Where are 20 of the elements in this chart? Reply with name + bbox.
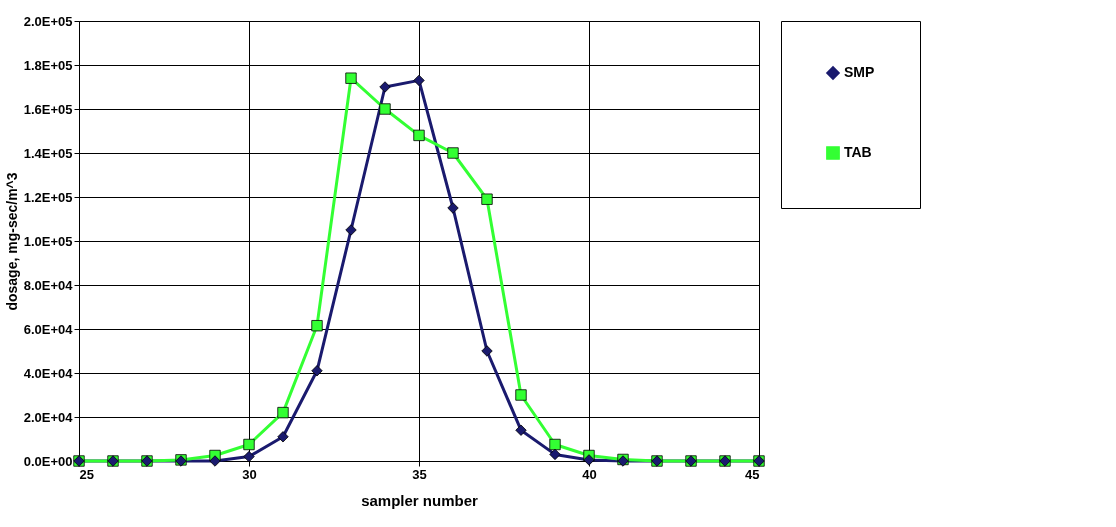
y-tick-label: 1.2E+05 bbox=[23, 189, 73, 205]
y-tick-label: 2.0E+04 bbox=[23, 409, 74, 425]
legend-label: TAB bbox=[844, 144, 872, 160]
x-axis-title: sampler number bbox=[361, 491, 479, 509]
legend-label: SMP bbox=[844, 64, 875, 80]
x-tick-label: 45 bbox=[745, 466, 760, 482]
y-tick-label: 1.6E+05 bbox=[23, 101, 73, 117]
x-tick-label: 35 bbox=[412, 466, 427, 482]
y-tick-label: 1.0E+05 bbox=[23, 233, 73, 249]
y-tick-label: 0.0E+00 bbox=[23, 453, 73, 469]
y-tick-label: 8.0E+04 bbox=[23, 277, 74, 293]
x-tick-label: 40 bbox=[582, 466, 597, 482]
y-tick-label: 2.0E+05 bbox=[23, 13, 73, 29]
x-tick-label: 25 bbox=[79, 466, 94, 482]
x-tick-label: 30 bbox=[242, 466, 257, 482]
y-tick-label: 6.0E+04 bbox=[23, 321, 74, 337]
y-tick-label: 1.8E+05 bbox=[23, 57, 73, 73]
y-tick-label: 1.4E+05 bbox=[23, 145, 73, 161]
y-axis-title: dosage, mg-sec/m^3 bbox=[3, 172, 20, 311]
y-tick-label: 4.0E+04 bbox=[23, 365, 74, 381]
